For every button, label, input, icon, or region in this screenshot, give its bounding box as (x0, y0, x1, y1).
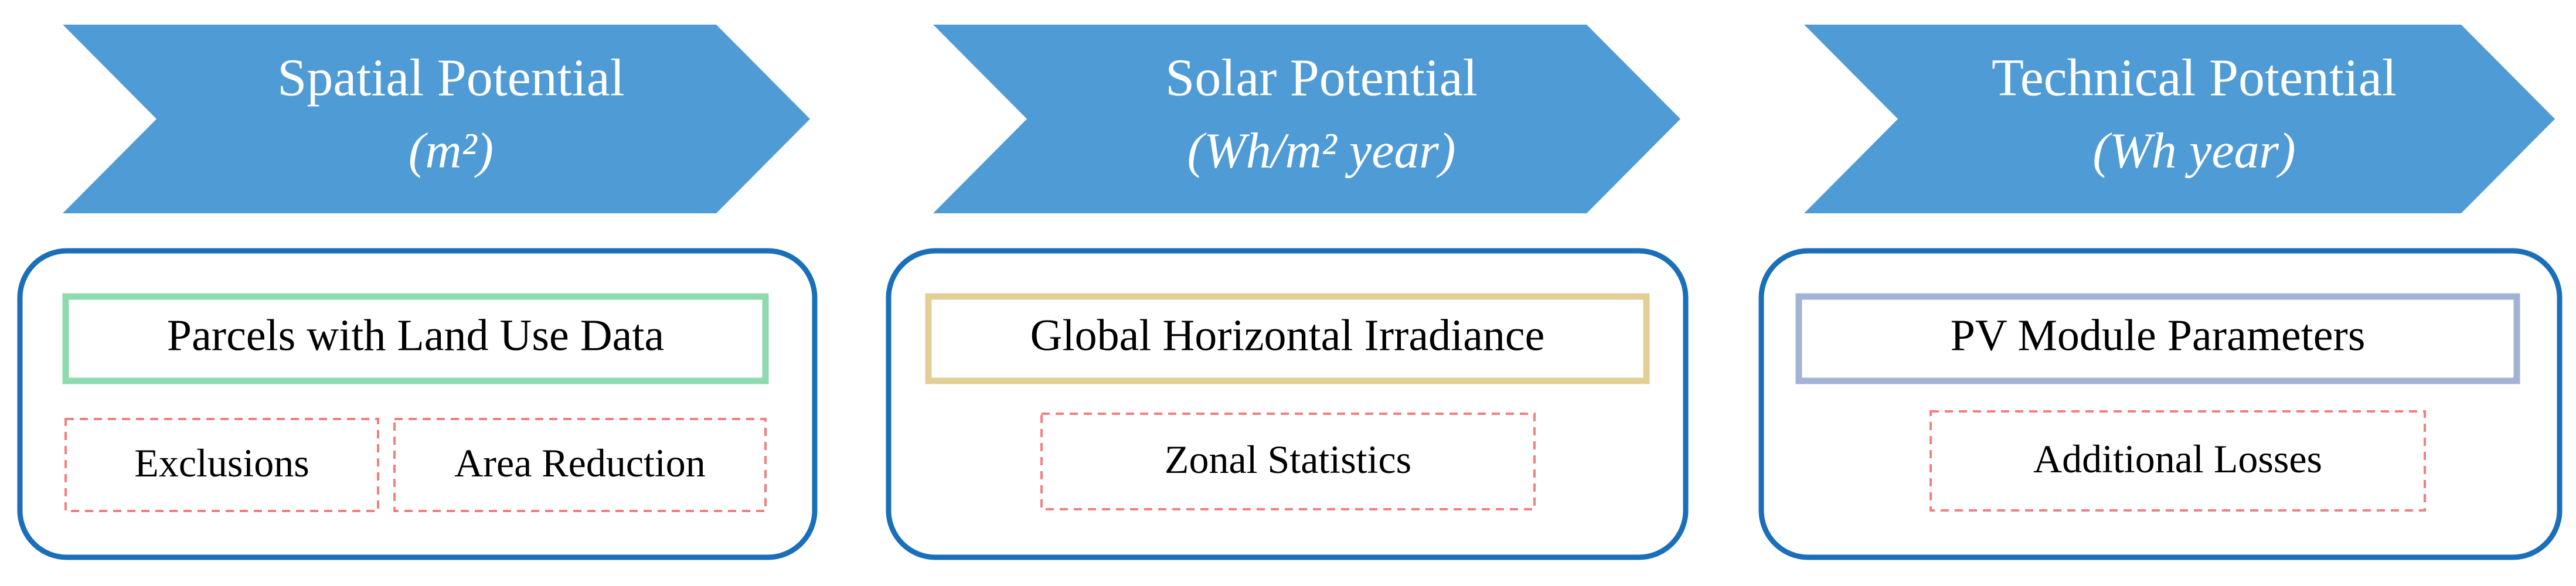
stage-title: Solar Potential (1165, 49, 1477, 107)
input-box (1795, 293, 2520, 384)
input-box (925, 293, 1650, 384)
stage-unit: (Wh year) (2092, 122, 2295, 179)
step-box (64, 418, 379, 512)
input-box (62, 293, 769, 384)
stage-unit: (Wh/m² year) (1187, 122, 1455, 179)
input-label: PV Module Parameters (1951, 311, 2366, 360)
step-box (1040, 413, 1536, 510)
input-label: Global Horizontal Irradiance (1030, 311, 1545, 360)
step-label: Exclusions (134, 441, 309, 485)
chevron (933, 25, 1680, 213)
step-box (393, 418, 767, 512)
step-box (1930, 410, 2426, 512)
chevron (1804, 25, 2555, 213)
step-label: Zonal Statistics (1165, 437, 1411, 482)
stage-title: Spatial Potential (277, 49, 624, 107)
stage-title: Technical Potential (1992, 49, 2397, 107)
step-label: Additional Losses (2033, 437, 2322, 481)
chevron (63, 25, 810, 213)
step-label: Area Reduction (454, 441, 706, 485)
stage-unit: (m²) (409, 122, 494, 179)
input-label: Parcels with Land Use Data (167, 311, 664, 360)
